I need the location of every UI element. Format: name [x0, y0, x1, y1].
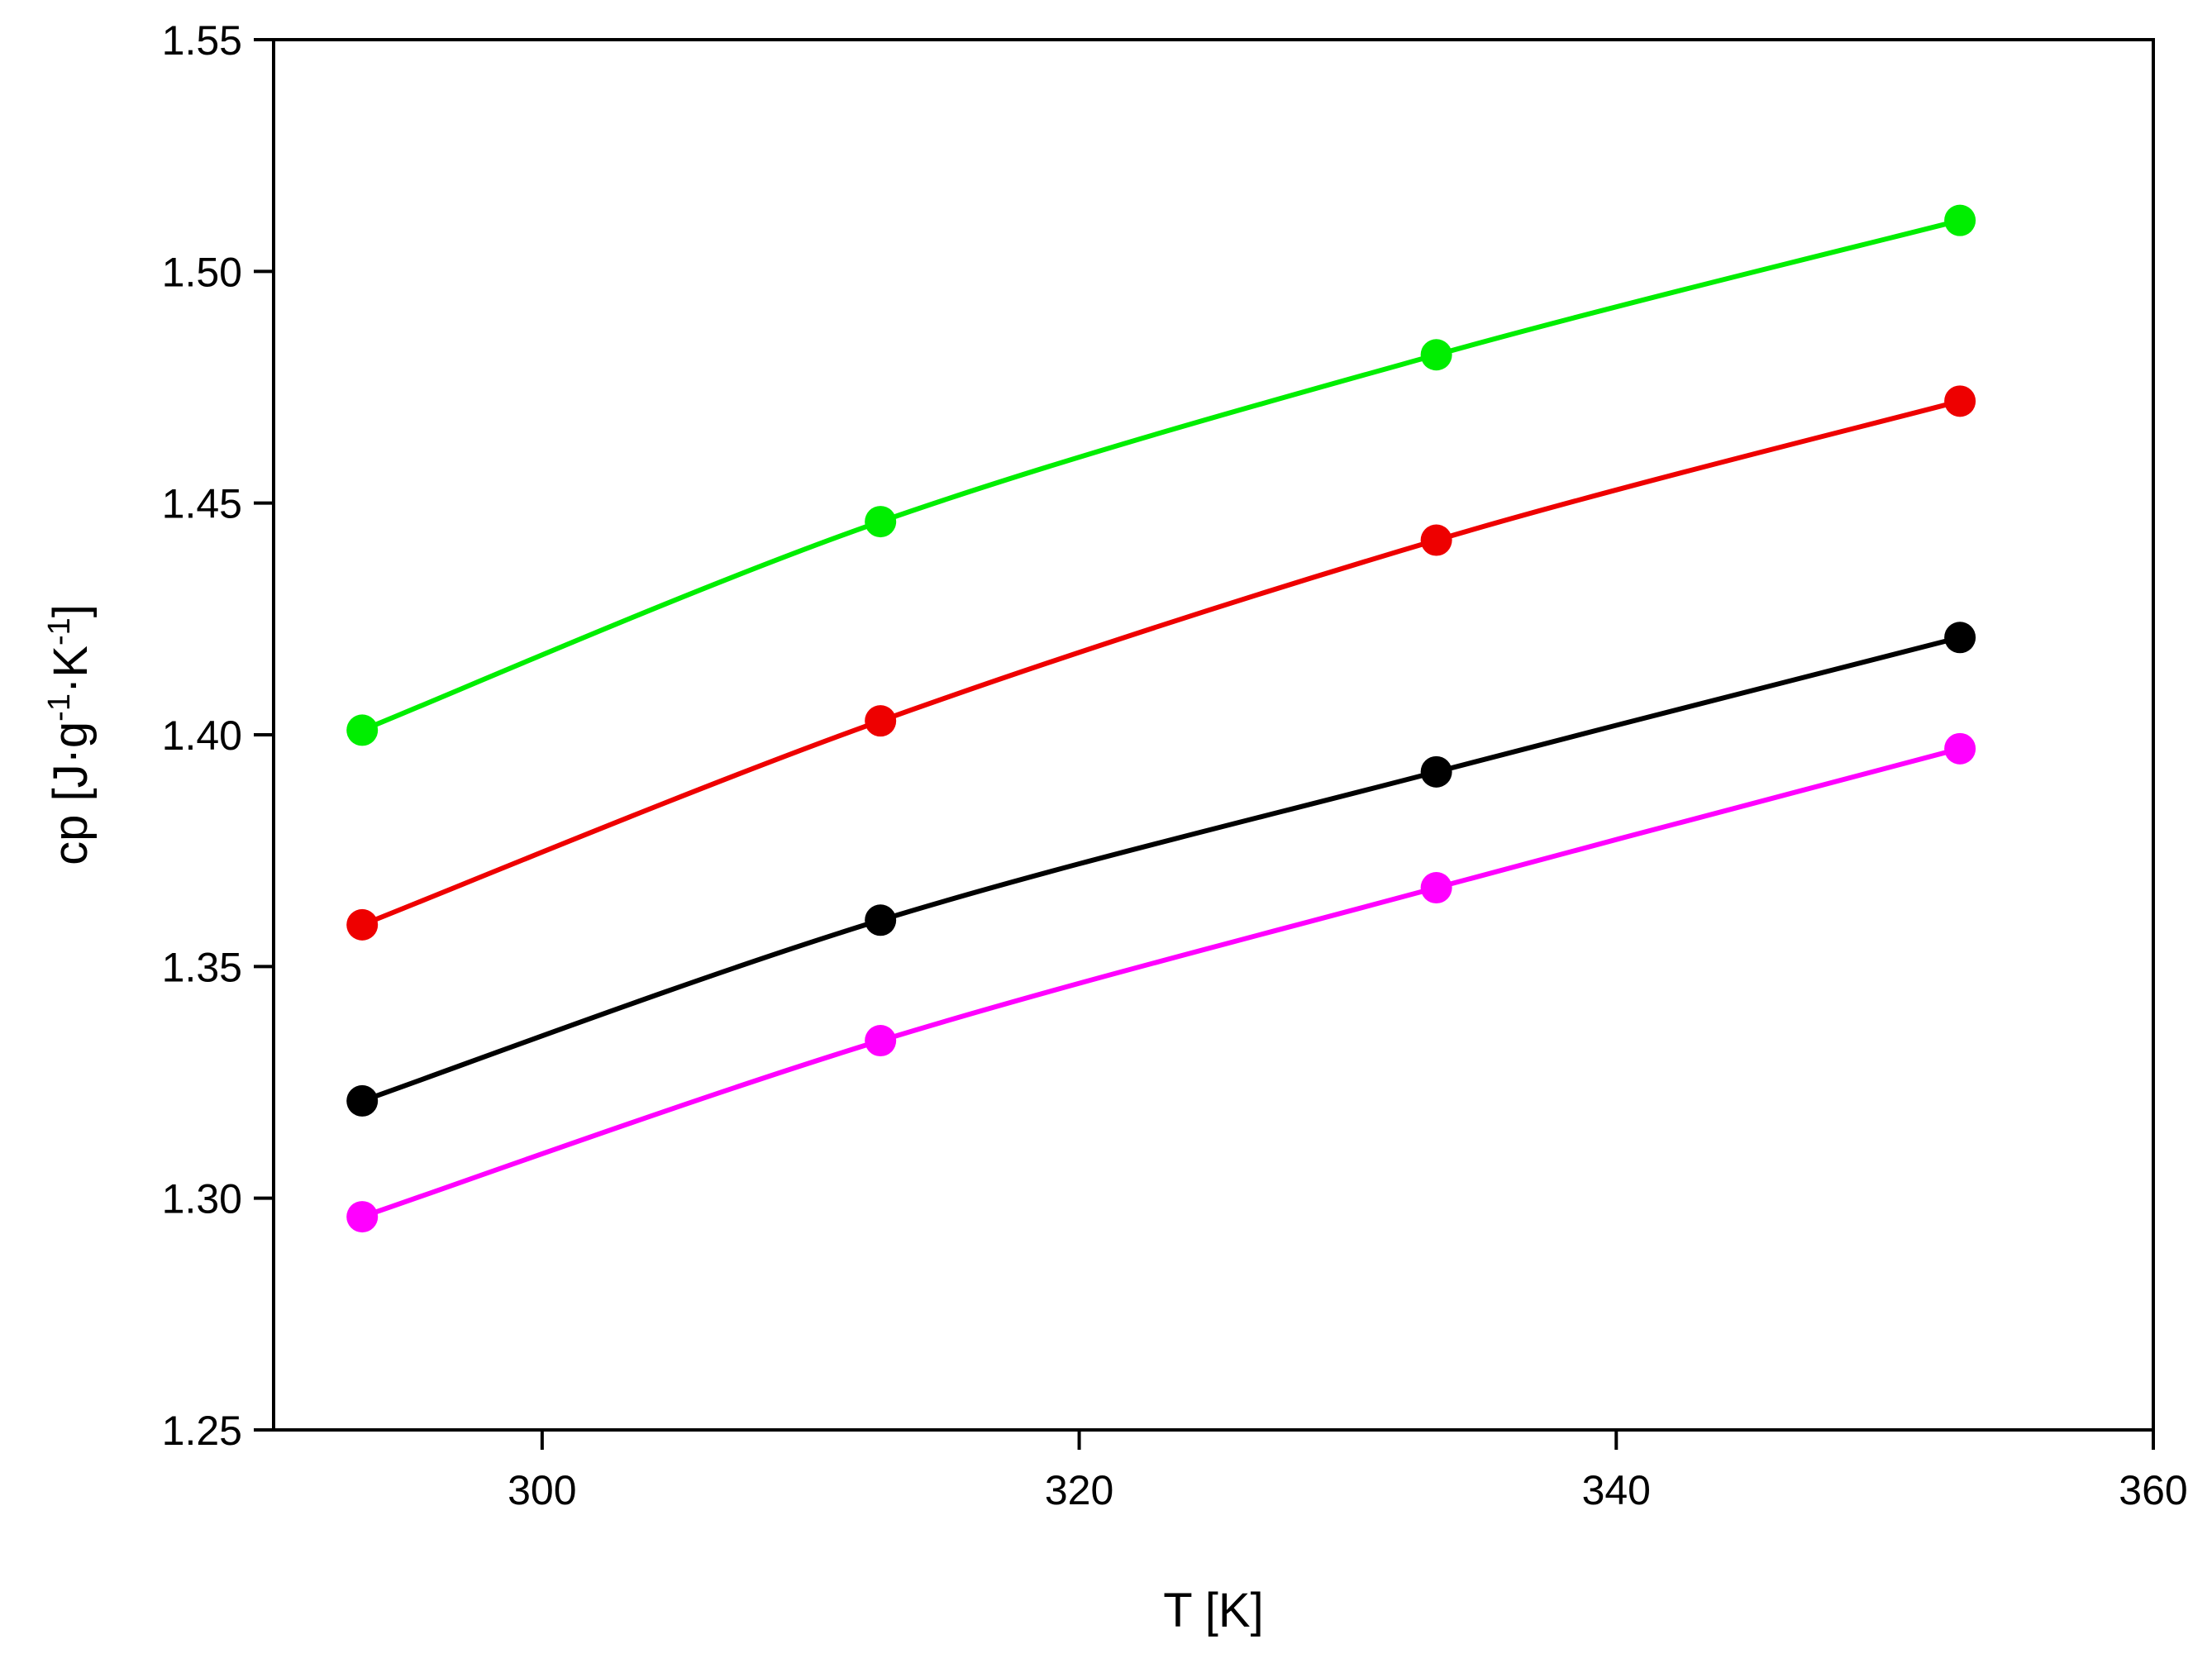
y-axis-title: cp [J·g-1·K-1]: [42, 604, 98, 865]
series-4-data-point: [1944, 732, 1976, 765]
x-axis: 300 320 340 360: [508, 1430, 2188, 1513]
x-tick-label: 320: [1045, 1467, 1113, 1513]
y-tick-label: 1.35: [162, 944, 242, 990]
series-1-data-point: [1944, 204, 1976, 236]
y-axis: 1.25 1.30 1.35 1.40 1.45 1.50 1.55: [162, 17, 274, 1454]
x-tick-label: 340: [1582, 1467, 1651, 1513]
series-layer: [346, 204, 1976, 1233]
series-2-data-point: [346, 908, 379, 941]
y-tick-label: 1.50: [162, 249, 242, 295]
series-2-data-point: [865, 705, 897, 737]
y-tick-label: 1.55: [162, 17, 242, 64]
series-4-data-point: [865, 1025, 897, 1057]
y-tick-label: 1.40: [162, 712, 242, 759]
series-3-data-point: [865, 904, 897, 936]
series-3-data-point: [1944, 622, 1976, 654]
x-axis-title: T [K]: [1163, 1584, 1263, 1637]
y-tick-label: 1.30: [162, 1176, 242, 1222]
x-tick-label: 360: [2119, 1467, 2187, 1513]
series-line-2: [361, 398, 1961, 927]
series-4-data-point: [346, 1201, 379, 1233]
series-1-data-point: [865, 506, 897, 538]
series-line-1: [361, 217, 1961, 733]
series-3-data-point: [1420, 755, 1452, 788]
series-3-data-point: [346, 1084, 379, 1117]
series-1-data-point: [346, 714, 379, 746]
series-line-4: [361, 746, 1961, 1219]
x-tick-label: 300: [508, 1467, 576, 1513]
plot-area-frame: [272, 38, 2155, 1432]
y-tick-label: 1.45: [162, 481, 242, 527]
series-2-data-point: [1944, 385, 1976, 417]
series-4-data-point: [1420, 872, 1452, 904]
series-line-3: [361, 635, 1961, 1103]
y-tick-label: 1.25: [162, 1408, 242, 1454]
series-2-data-point: [1420, 524, 1452, 556]
series-1-data-point: [1420, 339, 1452, 371]
